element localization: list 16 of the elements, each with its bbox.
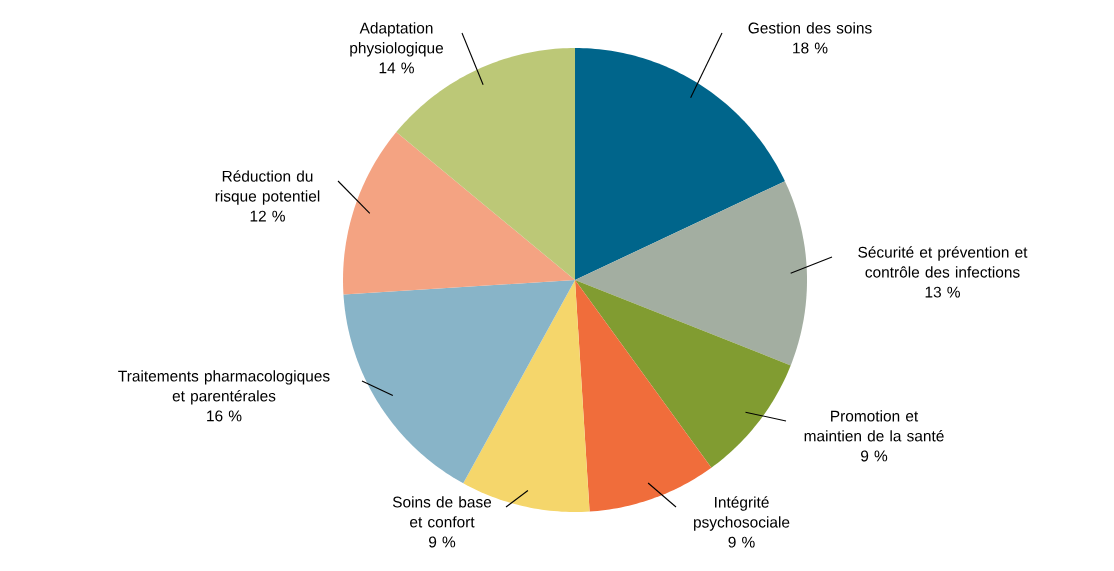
slice-label: Réduction du risque potentiel [215,170,320,205]
slice-label: Intégrité psychosociale [694,496,790,531]
data-label: 9 % [428,536,456,548]
slice-label: Traitements pharmacologiques et parentérales [118,370,330,405]
slice-label: Soins de base et confort [392,496,492,528]
slice-label: Sécurité et prévention et contrôle des infections [858,246,1028,278]
slice-label: Adaptation physiologique [350,22,444,57]
slice-label: Promotion et maintien de la santé [804,410,944,442]
data-label: 9 % [728,536,755,548]
data-label: 14 % [379,62,414,74]
data-label: 16 % [207,410,242,422]
data-label: 13 % [925,286,960,298]
slice-label: Gestion des soins [748,22,872,34]
data-label: 12 % [250,210,285,222]
data-label: 18 % [793,42,828,54]
data-label: 9 % [861,450,888,462]
